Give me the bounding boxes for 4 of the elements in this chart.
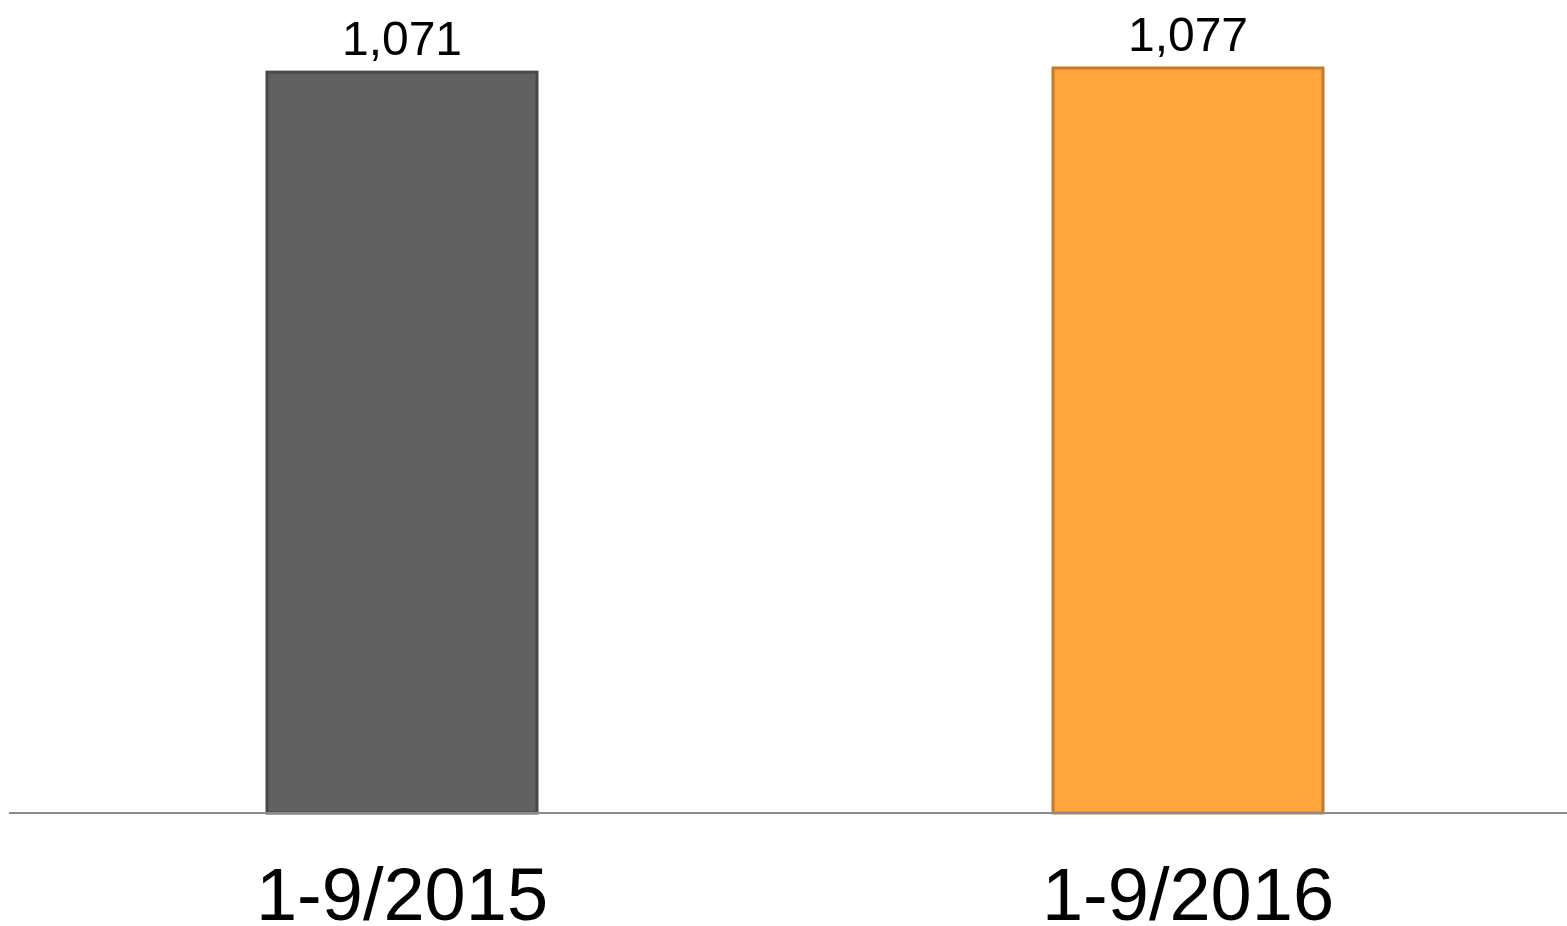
x-tick-label: 1-9/2016 bbox=[1041, 853, 1335, 926]
x-tick-label: 1-9/2015 bbox=[255, 853, 549, 926]
data-label: 1,077 bbox=[1127, 8, 1249, 61]
data-label: 1,071 bbox=[341, 12, 463, 66]
